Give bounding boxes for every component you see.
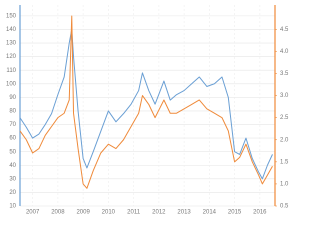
y-tick-label: 50 (9, 149, 16, 155)
y-tick-label: 80 (9, 109, 16, 115)
x-tick-label: 2010 (102, 210, 116, 216)
y-tick-label: 130 (6, 41, 17, 47)
y-tick-label: 150 (6, 13, 17, 19)
y-tick-label: 70 (9, 122, 16, 128)
y2-tick-label: 0.5 (280, 204, 289, 210)
x-tick-label: 2014 (203, 210, 217, 216)
y2-tick-label: 2.0 (280, 137, 289, 143)
y-tick-label: 90 (9, 95, 16, 101)
x-tick-label: 2016 (253, 210, 267, 216)
x-tick-label: 2012 (152, 210, 166, 216)
x-tick-label: 2007 (26, 210, 40, 216)
y-tick-label: 140 (6, 27, 17, 33)
x-tick-label: 2013 (177, 210, 191, 216)
x-tick-label: 2008 (51, 210, 65, 216)
y-tick-label: 30 (9, 176, 16, 182)
x-tick-label: 2011 (127, 210, 141, 216)
chart: 10 20 30 40 50 60 70 80 90 100 110 120 130 140 150 0.5 1… (6, 5, 289, 216)
y2-tick-label: 4.0 (280, 49, 289, 55)
y-tick-label: 100 (6, 81, 17, 87)
y-tick-label: 60 (9, 136, 16, 142)
page: 10 20 30 40 50 60 70 80 90 100 110 120 130 140 150 0.5 1… (5, 5, 290, 216)
y2-tick-label: 2.5 (280, 115, 289, 121)
y2-tick-label: 3.0 (280, 93, 289, 99)
y2-tick-label: 1.0 (280, 181, 289, 187)
y-tick-label: 20 (9, 190, 16, 196)
data-line (19, 15, 273, 189)
y2-tick-label: 3.5 (280, 71, 289, 77)
x-tick-label: 2015 (228, 210, 242, 216)
y-tick-label: 120 (6, 54, 17, 60)
x-tick-label: 2009 (76, 210, 90, 216)
y2-tick-label: 4.5 (280, 27, 289, 33)
y-tick-label: 10 (9, 204, 16, 210)
y2-tick-label: 1.5 (280, 159, 289, 165)
data-line (19, 28, 273, 180)
y-tick-label: 110 (6, 68, 16, 74)
y-tick-label: 40 (9, 163, 16, 169)
